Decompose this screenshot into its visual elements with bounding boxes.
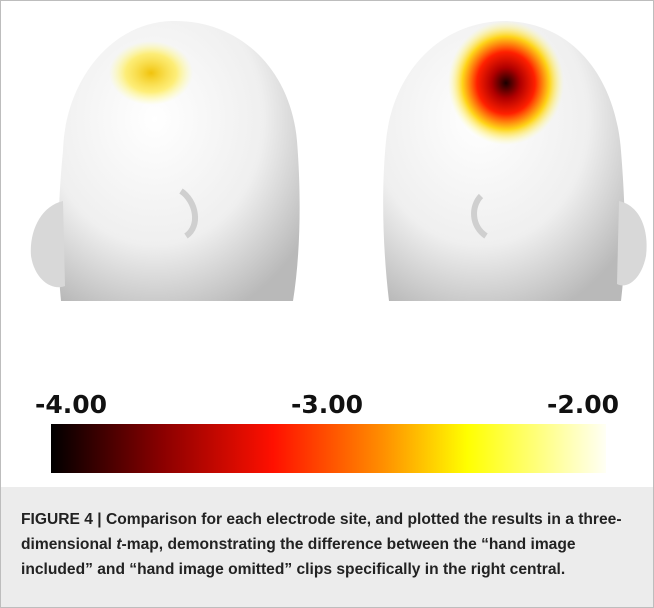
figure-art: -4.00 -3.00 -2.00 <box>30 20 647 473</box>
caption-italic: t <box>116 536 122 553</box>
caption-text: Comparison for each electrode site, and … <box>21 511 622 553</box>
head-left <box>30 20 300 301</box>
caption-box: FIGURE 4 | Comparison for each electrode… <box>1 487 653 607</box>
head-right <box>383 21 647 301</box>
colorbar-tick-label: -3.00 <box>291 390 363 419</box>
colorbar <box>51 424 606 473</box>
colorbar-tick-label: -4.00 <box>35 390 107 419</box>
caption-text: -map, demonstrating the difference betwe… <box>21 536 576 578</box>
caption-label: FIGURE 4 | <box>21 511 102 528</box>
caption: FIGURE 4 | Comparison for each electrode… <box>1 487 653 582</box>
colorbar-tick-label: -2.00 <box>547 390 619 419</box>
